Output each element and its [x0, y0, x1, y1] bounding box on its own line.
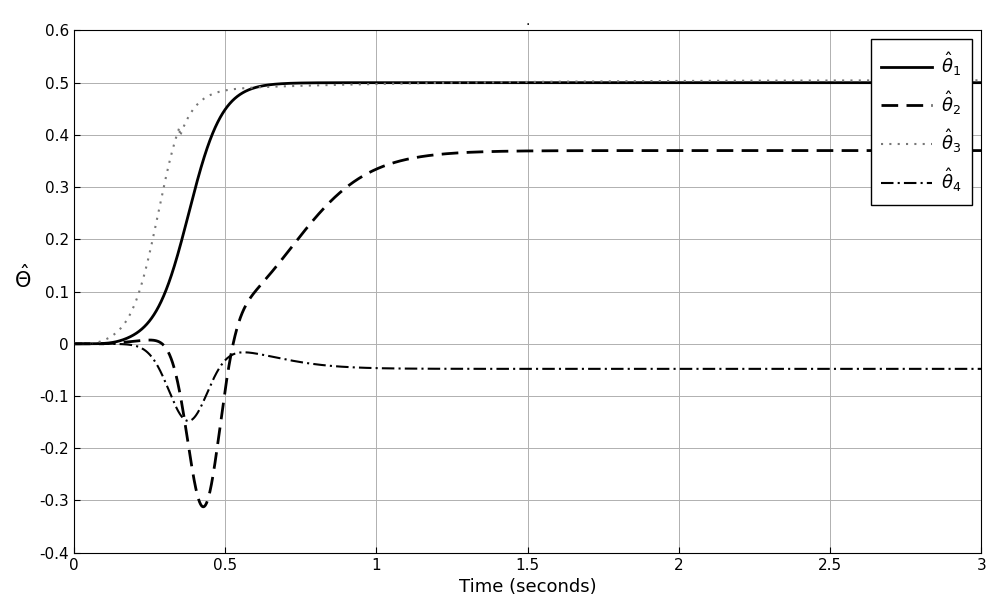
$\hat{\theta}_2$ [233, 318, 245, 326]
$\hat{\theta}_1$ [68, 340, 80, 348]
$\hat{\theta}_3$ [745, 77, 757, 84]
$\hat{\theta}_3$ [612, 77, 624, 85]
$\hat{\theta}_1$ [415, 79, 427, 87]
$\hat{\theta}_4$ [658, 365, 670, 373]
$\hat{\theta}_4$ [975, 365, 987, 373]
$\hat{\theta}_1$ [975, 79, 987, 87]
$\hat{\theta}_4$ [612, 365, 624, 373]
$\hat{\theta}_1$ [800, 79, 812, 87]
$\hat{\theta}_2$ [197, 503, 209, 511]
Line: $\hat{\theta}_3$: $\hat{\theta}_3$ [74, 81, 981, 344]
$\hat{\theta}_3$ [233, 85, 245, 92]
$\hat{\theta}_4$ [745, 365, 757, 373]
$\hat{\theta}_4$ [182, 417, 194, 425]
$\hat{\theta}_2$ [415, 153, 427, 160]
$\hat{\theta}_3$ [415, 79, 427, 87]
$\hat{\theta}_1$ [814, 79, 826, 87]
$\hat{\theta}_4$ [233, 349, 245, 356]
$\hat{\theta}_1$ [658, 79, 670, 87]
Title: .: . [525, 14, 530, 28]
$\hat{\theta}_3$ [658, 77, 670, 85]
Line: $\hat{\theta}_2$: $\hat{\theta}_2$ [74, 151, 981, 507]
$\hat{\theta}_2$ [745, 147, 757, 154]
$\hat{\theta}_3$ [68, 340, 80, 348]
$\hat{\theta}_2$ [658, 147, 670, 154]
Line: $\hat{\theta}_4$: $\hat{\theta}_4$ [74, 344, 981, 421]
$\hat{\theta}_4$ [814, 365, 826, 373]
$\hat{\theta}_2$ [814, 147, 826, 154]
$\hat{\theta}_4$ [68, 340, 80, 348]
$\hat{\theta}_2$ [612, 147, 624, 154]
Y-axis label: $\hat{\Theta}$: $\hat{\Theta}$ [14, 264, 31, 292]
$\hat{\theta}_1$ [745, 79, 757, 87]
X-axis label: Time (seconds): Time (seconds) [459, 578, 596, 596]
$\hat{\theta}_3$ [814, 77, 826, 84]
$\hat{\theta}_2$ [68, 340, 80, 348]
Line: $\hat{\theta}_1$: $\hat{\theta}_1$ [74, 83, 981, 344]
Legend: $\hat{\theta}_1$, $\hat{\theta}_2$, $\hat{\theta}_3$, $\hat{\theta}_4$: $\hat{\theta}_1$, $\hat{\theta}_2$, $\ha… [871, 40, 972, 205]
$\hat{\theta}_2$ [975, 147, 987, 154]
$\hat{\theta}_1$ [612, 79, 624, 87]
$\hat{\theta}_1$ [233, 92, 245, 99]
$\hat{\theta}_4$ [415, 365, 427, 372]
$\hat{\theta}_3$ [975, 77, 987, 84]
